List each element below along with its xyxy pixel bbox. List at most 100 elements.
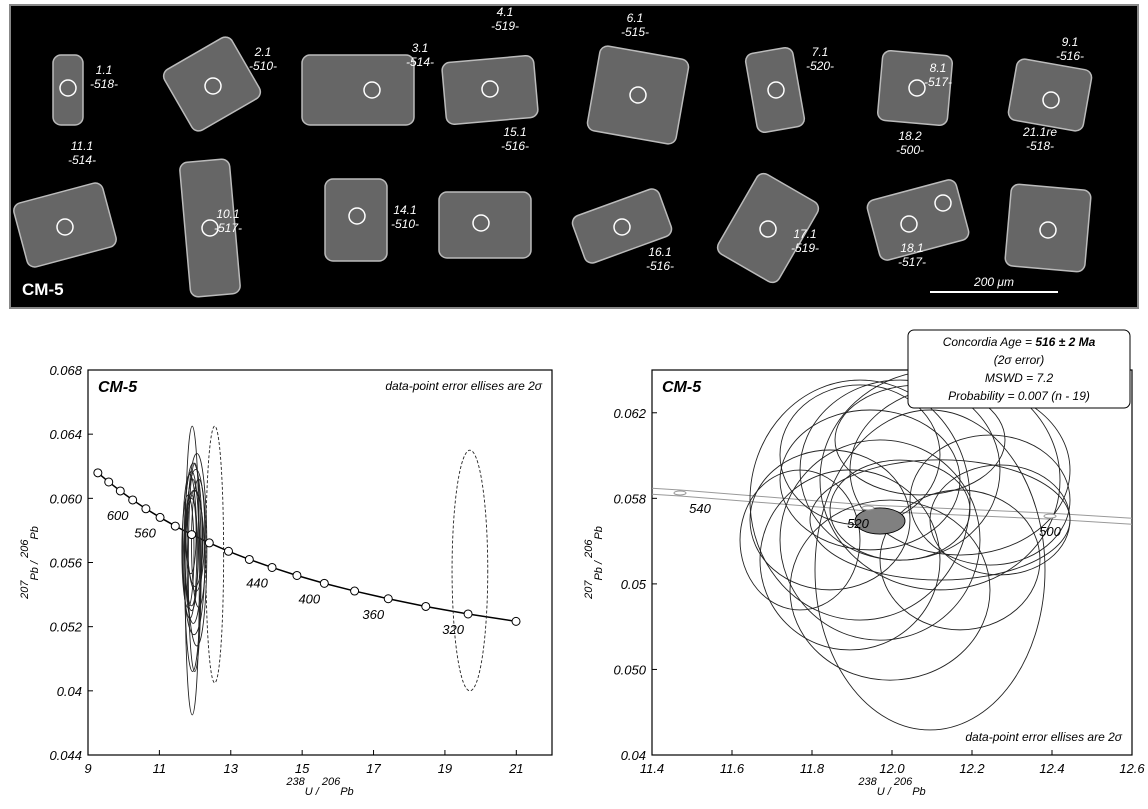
spot-age: -516- — [646, 259, 674, 273]
spot-age: -517- — [214, 221, 242, 235]
spot-age: -520- — [806, 59, 834, 73]
age-label: 520 — [847, 516, 869, 531]
spot-id: 15.1 — [503, 125, 526, 139]
axis-label-part: Pb — [593, 526, 605, 539]
axis-label-part: Pb — [912, 786, 925, 798]
axis-label-part: 207 — [583, 580, 595, 600]
spot-id: 2.1 — [254, 45, 272, 59]
concordia-marker — [268, 563, 276, 571]
x-tick-label: 12.4 — [1039, 761, 1064, 776]
spot-id: 10.1 — [216, 207, 239, 221]
spot-age: -510- — [391, 217, 419, 231]
result-error: (2σ error) — [994, 353, 1045, 367]
axis-label-part: 238 — [285, 776, 305, 788]
age-label: 360 — [362, 607, 384, 622]
y-tick-label: 0.064 — [49, 427, 82, 442]
spot-age: -517- — [924, 75, 952, 89]
x-tick-label: 19 — [438, 761, 452, 776]
spot-age: -514- — [68, 153, 96, 167]
axis-label-part: 206 — [583, 539, 595, 559]
axis-label-part: 207 — [19, 580, 31, 600]
spot-id: 8.1 — [930, 61, 947, 75]
concordia-marker — [129, 496, 137, 504]
y-tick-label: 0.05 — [621, 577, 647, 592]
concordia-marker — [422, 602, 430, 610]
y-tick-label: 0.056 — [49, 556, 82, 571]
x-tick-label: 17 — [366, 761, 381, 776]
annotation: data-point error ellises are 2σ — [965, 730, 1122, 744]
age-label: 600 — [107, 508, 129, 523]
cl-image-panel — [10, 5, 1138, 308]
spot-id: 7.1 — [812, 45, 829, 59]
spot-age: -500- — [896, 143, 924, 157]
result-probability: Probability = 0.007 (n - 19) — [948, 389, 1090, 403]
axis-label-part: U / — [305, 786, 322, 798]
concordia-marker — [94, 469, 102, 477]
spot-age: -519- — [491, 19, 519, 33]
age-label: 500 — [1039, 524, 1061, 539]
spot-id: 9.1 — [1062, 35, 1079, 49]
concordia-marker — [205, 539, 213, 547]
axis-label: 238U / 206Pb — [857, 776, 925, 798]
y-tick-label: 0.04 — [621, 748, 646, 763]
spot-age: -518- — [90, 77, 118, 91]
zircon-grain — [586, 45, 690, 145]
zircon-grain — [53, 55, 83, 125]
figure: CM-5 200 μm 1.1-518-2.1-510-3.1-514-4.1-… — [0, 0, 1148, 809]
y-tick-label: 0.058 — [613, 491, 646, 506]
concordia-marker — [512, 617, 520, 625]
concordia-age-value: 516 ± 2 Ma — [1035, 335, 1095, 349]
axis-label-part: Pb — [340, 786, 353, 798]
spot-age: -518- — [1026, 139, 1054, 153]
age-label: 400 — [298, 591, 320, 606]
age-label: 320 — [442, 622, 464, 637]
concordia-marker — [464, 610, 472, 618]
axis-label-part: 206 — [893, 776, 913, 788]
zircon-grain — [441, 55, 538, 125]
axis-label: 207Pb / 206Pb — [583, 526, 605, 600]
concordia-marker — [188, 531, 196, 539]
x-tick-label: 12.2 — [959, 761, 985, 776]
spot-id: 18.2 — [898, 129, 922, 143]
spot-id: 16.1 — [648, 245, 671, 259]
x-tick-label: 11 — [153, 761, 167, 776]
annotation: data-point error ellises are 2σ — [385, 379, 542, 393]
zircon-grain — [1005, 184, 1092, 273]
concordia-marker — [105, 478, 113, 486]
spot-age: -515- — [621, 25, 649, 39]
spot-age: -516- — [1056, 49, 1084, 63]
axis-label-part: Pb / — [29, 558, 41, 581]
x-tick-label: 11.6 — [720, 761, 745, 776]
chart-title: CM-5 — [662, 379, 702, 396]
spot-id: 1.1 — [96, 63, 113, 77]
spot-id: 11.1 — [71, 139, 93, 153]
concordia-marker — [862, 506, 874, 510]
concordia-marker — [293, 571, 301, 579]
spot-id: 18.1 — [900, 241, 923, 255]
zircon-grain — [439, 192, 531, 258]
concordia-marker — [674, 491, 686, 495]
plot-frame — [88, 370, 552, 755]
plot-frame — [652, 370, 1132, 755]
concordia-age-label: Concordia Age = — [943, 335, 1036, 349]
spot-age: -517- — [898, 255, 926, 269]
spot-id: 17.1 — [793, 227, 816, 241]
spot-age: -519- — [791, 241, 819, 255]
y-tick-label: 0.052 — [49, 620, 82, 635]
zircon-grain — [325, 179, 387, 261]
spot-id: 4.1 — [497, 5, 514, 19]
axis-label-part: U / — [877, 786, 894, 798]
x-tick-label: 12.0 — [879, 761, 905, 776]
spot-id: 14.1 — [393, 203, 416, 217]
concordia-marker — [171, 522, 179, 530]
y-tick-label: 0.060 — [49, 491, 82, 506]
concordia-marker — [142, 505, 150, 513]
y-tick-label: 0.062 — [613, 406, 646, 421]
x-tick-label: 13 — [224, 761, 239, 776]
axis-label-part: 206 — [321, 776, 341, 788]
axis-label-part: Pb — [29, 526, 41, 539]
zircon-grain — [1007, 58, 1093, 132]
spot-id: 3.1 — [412, 41, 429, 55]
concordia-marker — [351, 587, 359, 595]
axis-label-part: 238 — [857, 776, 877, 788]
